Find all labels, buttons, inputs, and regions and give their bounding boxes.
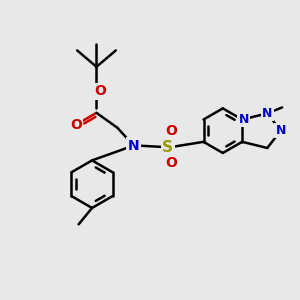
Text: N: N: [276, 124, 286, 137]
Text: O: O: [70, 118, 82, 132]
Text: O: O: [166, 156, 177, 170]
Text: S: S: [162, 140, 173, 154]
Text: N: N: [262, 107, 272, 120]
Text: N: N: [238, 113, 249, 126]
Text: O: O: [94, 84, 106, 98]
Text: O: O: [166, 124, 177, 138]
Text: N: N: [128, 139, 140, 152]
